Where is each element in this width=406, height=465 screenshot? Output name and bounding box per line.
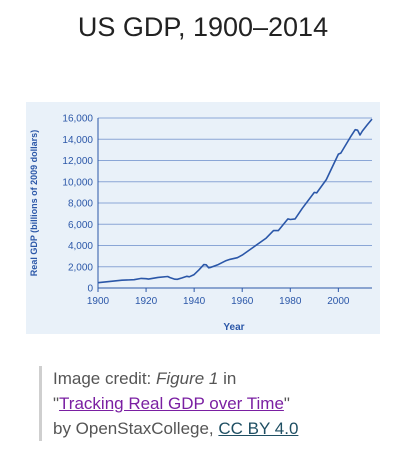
y-tick-label: 2,000	[68, 262, 93, 273]
credit-figure: Figure 1	[156, 369, 219, 388]
axis-layer: 0 2,000 4,000 6,000 8,000 10,000 12,000 14,000 1…	[62, 114, 372, 307]
x-tick-label: 1940	[183, 296, 206, 307]
series-layer	[97, 118, 373, 284]
y-tick-label: 8,000	[68, 199, 93, 210]
page-title: US GDP, 1900–2014	[77, 12, 329, 42]
y-axis-label: Real GDP (billions of 2009 dollars)	[29, 130, 39, 276]
credit-close-quote: "	[283, 394, 290, 413]
y-tick-label: 16,000	[62, 114, 93, 125]
credit-prefix: Image credit:	[53, 369, 156, 388]
image-credit: Image credit: Figure 1 in "Tracking Real…	[39, 366, 393, 441]
gdp-series-line	[97, 118, 373, 284]
x-tick-label: 1960	[231, 296, 254, 307]
license-link[interactable]: CC BY 4.0	[218, 419, 299, 438]
y-tick-label: 12,000	[62, 156, 93, 167]
credit-open-quote: "	[53, 394, 60, 413]
credit-by: by OpenStaxCollege,	[53, 419, 219, 438]
article-link[interactable]: Tracking Real GDP over Time	[59, 394, 284, 413]
x-axis-label: Year	[223, 322, 244, 333]
chart-svg: 0 2,000 4,000 6,000 8,000 10,000 12,000 14,000 1…	[29, 114, 373, 333]
x-tick-label: 1920	[135, 296, 158, 307]
x-tick-label: 1900	[87, 296, 110, 307]
x-tick-label: 2000	[327, 296, 350, 307]
x-tick-label: 1980	[279, 296, 302, 307]
y-tick-label: 4,000	[68, 241, 93, 252]
y-tick-label: 6,000	[68, 220, 93, 231]
y-tick-label: 14,000	[62, 135, 93, 146]
y-tick-label: 0	[87, 284, 93, 295]
y-tick-label: 10,000	[62, 177, 93, 188]
credit-in: in	[218, 369, 237, 388]
grid-layer	[98, 117, 372, 289]
gdp-chart: 0 2,000 4,000 6,000 8,000 10,000 12,000 14,000 1…	[26, 102, 380, 334]
